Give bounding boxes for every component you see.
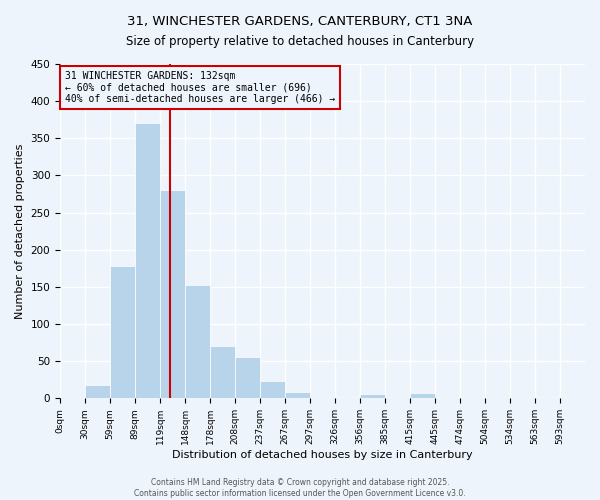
Text: Contains HM Land Registry data © Crown copyright and database right 2025.
Contai: Contains HM Land Registry data © Crown c… [134,478,466,498]
Y-axis label: Number of detached properties: Number of detached properties [15,144,25,319]
Bar [210,346,235,399]
Text: 31, WINCHESTER GARDENS, CANTERBURY, CT1 3NA: 31, WINCHESTER GARDENS, CANTERBURY, CT1 … [127,15,473,28]
Bar [110,266,135,398]
Bar [360,394,385,398]
Bar [235,358,260,399]
Bar [260,382,285,398]
Text: Size of property relative to detached houses in Canterbury: Size of property relative to detached ho… [126,35,474,48]
X-axis label: Distribution of detached houses by size in Canterbury: Distribution of detached houses by size … [172,450,473,460]
Bar [160,190,185,398]
Bar [185,284,210,399]
Bar [410,393,435,398]
Bar [85,385,110,398]
Bar [135,124,160,398]
Text: 31 WINCHESTER GARDENS: 132sqm
← 60% of detached houses are smaller (696)
40% of : 31 WINCHESTER GARDENS: 132sqm ← 60% of d… [65,70,335,104]
Bar [285,392,310,398]
